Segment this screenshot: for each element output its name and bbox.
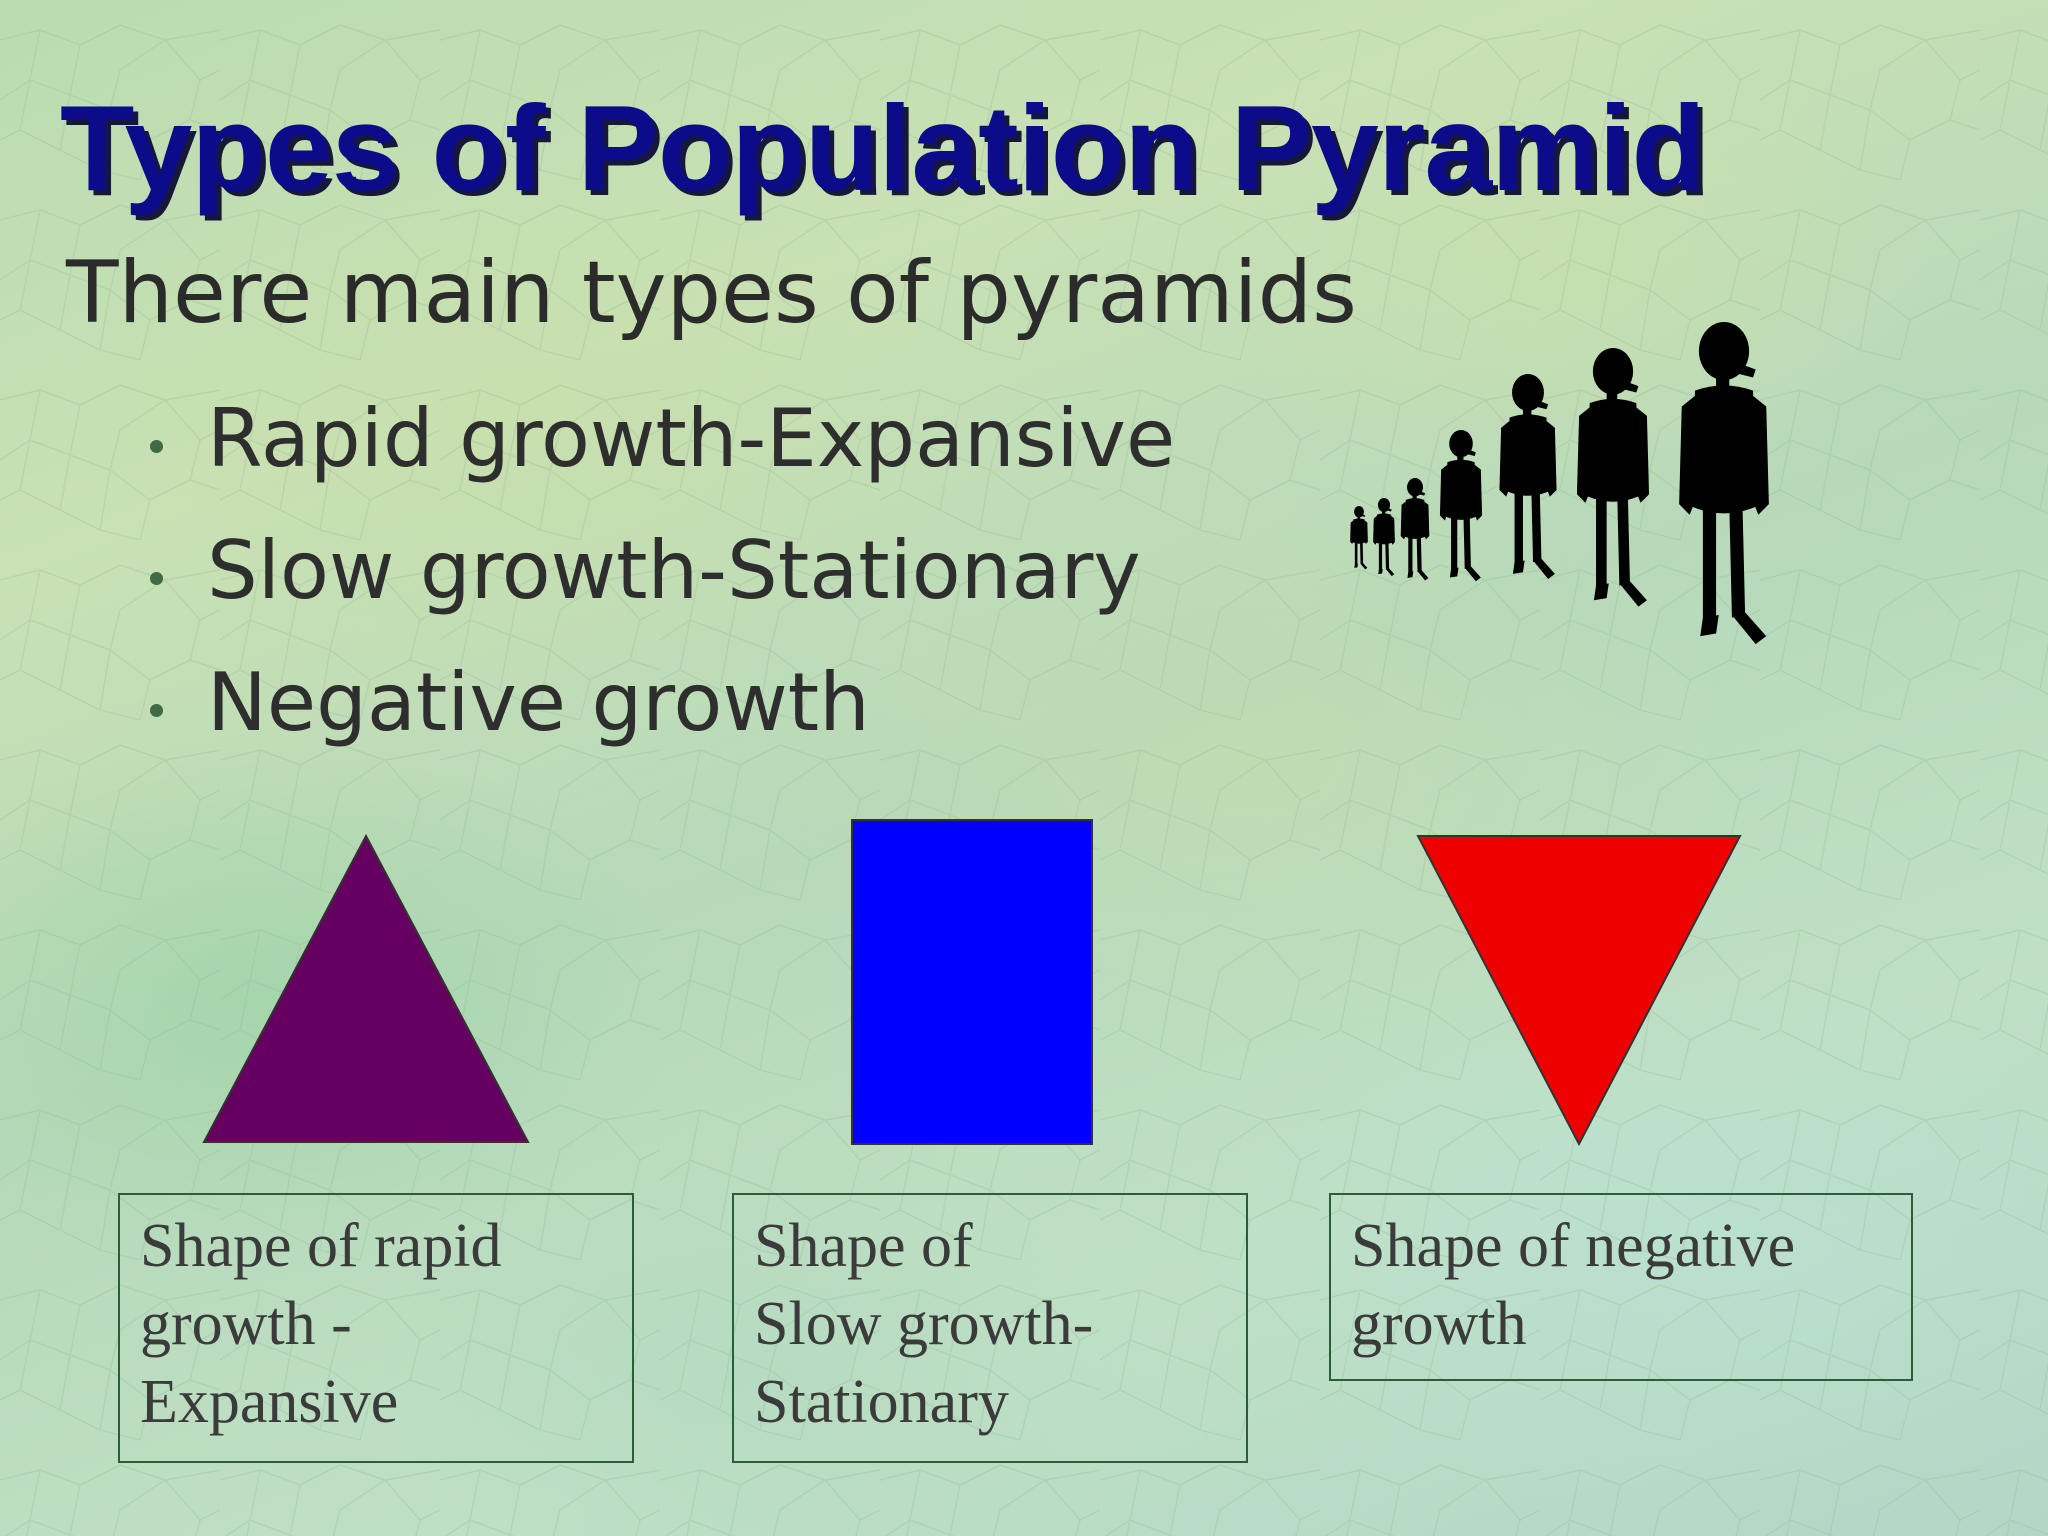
caption-line: Shape of negative	[1351, 1212, 1796, 1280]
bullet-text: Slow growth-Stationary	[207, 523, 1141, 617]
bullet-icon	[150, 439, 163, 453]
bullet-icon	[150, 571, 163, 585]
list-item: Slow growth-Stationary	[150, 504, 1175, 636]
caption-negative: Shape of negative growth	[1329, 1193, 1913, 1381]
caption-expansive: Shape of rapid growth - Expansive	[118, 1193, 634, 1463]
caption-line: Expansive	[140, 1368, 399, 1436]
rectangle-icon	[851, 819, 1093, 1145]
caption-line: Slow growth-	[754, 1290, 1094, 1358]
list-item: Rapid growth-Expansive	[150, 372, 1175, 504]
bullet-text: Rapid growth-Expansive	[207, 391, 1176, 485]
triangle-down-icon	[1416, 835, 1742, 1147]
caption-line: growth -	[140, 1290, 352, 1358]
caption-line: Stationary	[754, 1368, 1009, 1436]
caption-line: growth	[1351, 1290, 1527, 1358]
slide-subtitle: There main types of pyramids	[66, 243, 1357, 343]
list-item: Negative growth	[150, 636, 1175, 768]
caption-line: Shape of rapid	[140, 1212, 502, 1280]
bullet-icon	[150, 703, 163, 717]
people-silhouettes-icon	[1350, 322, 1769, 645]
caption-stationary: Shape of Slow growth- Stationary	[732, 1193, 1248, 1463]
triangle-up-icon	[202, 833, 530, 1143]
pyramid-types-list: Rapid growth-Expansive Slow growth-Stati…	[150, 372, 1175, 768]
caption-line: Shape of	[754, 1212, 973, 1280]
slide-title: Types of Population Pyramid	[60, 80, 1706, 216]
bullet-text: Negative growth	[207, 655, 870, 749]
